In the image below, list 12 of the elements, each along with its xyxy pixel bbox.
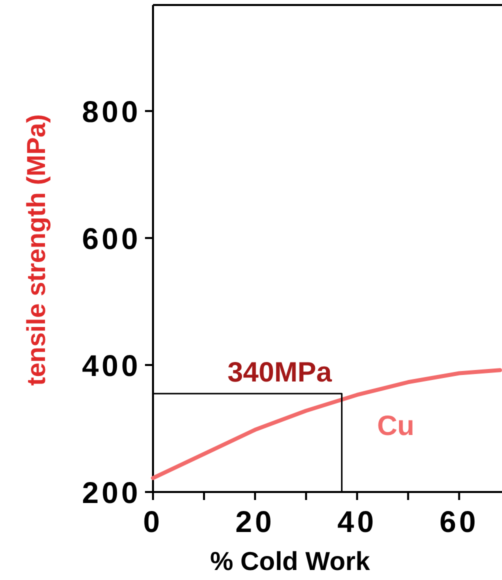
annotation: 340MPa [227,356,332,388]
y-tick-label: 600 [82,223,141,256]
y-tick-label: 400 [82,350,141,384]
x-axis-title: % Cold Work [210,546,370,576]
x-tick-label: 60 [439,506,479,539]
y-tick-label: 800 [82,96,141,130]
y-tick-label: 200 [82,477,141,510]
series-label: Cu [377,410,414,441]
x-tick-label: 0 [143,506,163,539]
x-tick-label: 20 [235,506,275,539]
y-axis-title: tensile strength (MPa) [21,114,51,386]
x-tick-label: 40 [337,506,377,539]
